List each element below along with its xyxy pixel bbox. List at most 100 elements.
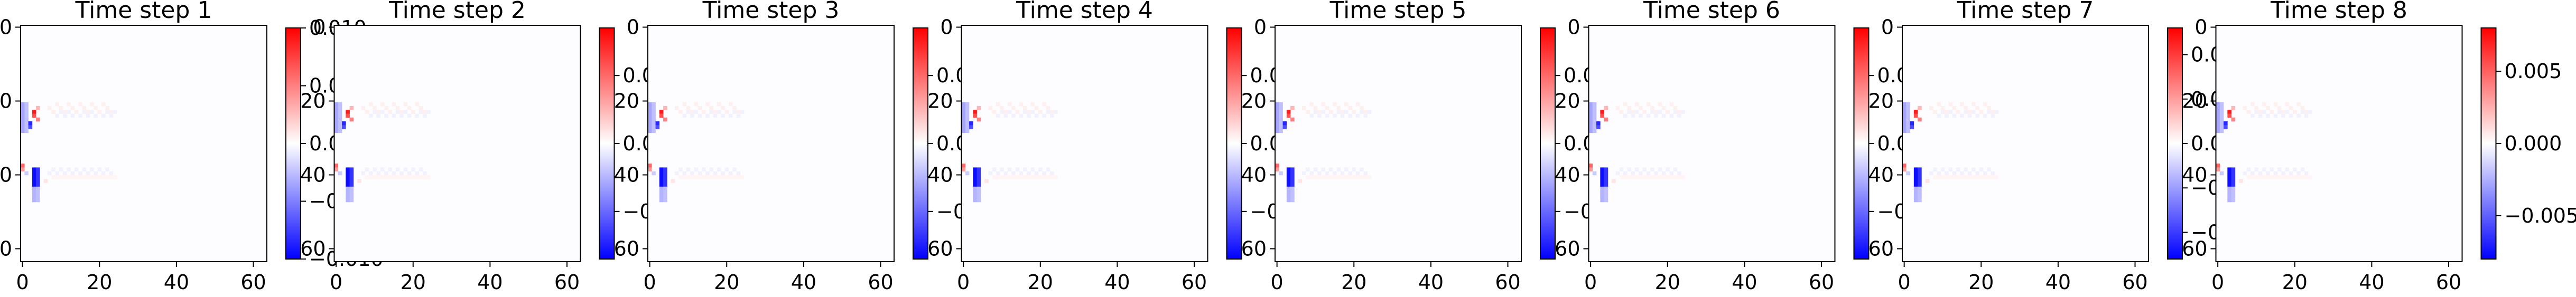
heatmap-cell [36,171,40,176]
colorbar [599,28,615,259]
heatmap-cell [977,117,981,122]
heatmap-cell [51,167,55,171]
heatmap-cell [1317,175,1322,179]
heatmap-cell [2216,113,2220,118]
heatmap-cell [973,183,977,187]
heatmap-cell [1945,110,1949,114]
heatmap-cell [1352,167,1356,171]
heatmap-cell [1286,167,1291,171]
heatmap-cell [977,198,981,203]
heatmap-cell [1952,171,1957,176]
heatmap-cell [422,171,427,176]
heatmap-cell [21,167,25,171]
x-tick-label: 60 [240,271,266,294]
heatmap-cell [682,102,687,107]
heatmap-cell [977,167,981,171]
heatmap-cell [70,106,75,110]
heatmap-cell [1639,175,1643,179]
x-tick-label: 20 [2282,271,2308,294]
heatmap-cell [349,186,354,191]
heatmap-cell [1286,175,1291,179]
heatmap-cell [21,129,25,133]
heatmap-cell [682,113,687,118]
heatmap-cell [373,106,377,110]
heatmap-cell [376,110,381,114]
heatmap-image [2216,25,2462,262]
heatmap-cell [403,167,408,171]
heatmap-cell [1049,113,1054,118]
heatmap-cell [965,171,970,176]
heatmap-cell [2219,106,2224,110]
heatmap-cell [21,164,25,168]
heatmap-cell [97,110,102,114]
heatmap-cell [1360,110,1364,114]
heatmap-cell [2285,102,2290,107]
heatmap-cell [1948,167,1952,171]
heatmap-cell [2216,102,2220,107]
heatmap-cell [94,113,98,118]
heatmap-cell [1661,171,1666,176]
heatmap-cell [365,167,369,171]
heatmap-cell [1313,175,1318,179]
heatmap-cell [67,167,71,171]
heatmap-cell [2285,167,2290,171]
heatmap-cell [1336,106,1341,110]
heatmap-cell [705,171,710,176]
heatmap-cell [376,175,381,179]
heatmap-cell [2304,171,2309,176]
heatmap-cell [1627,175,1631,179]
heatmap-cell [1279,113,1283,118]
heatmap-cell [1902,110,1907,114]
heatmap-cell [984,179,989,183]
heatmap-cell [965,102,970,107]
heatmap-cell [2300,106,2305,110]
heatmap-cell [415,113,419,118]
heatmap-cell [1003,113,1008,118]
y-tick-label: 60 [0,237,12,261]
heatmap-cell [24,106,29,110]
heatmap-cell [1275,117,1279,122]
colorbar-tick-label: 0.000 [2505,132,2562,155]
heatmap-cell [24,125,29,129]
heatmap-cell [1906,110,1910,114]
heatmap-cell [659,198,664,203]
heatmap-cell [422,175,427,179]
heatmap-cell [407,113,412,118]
heatmap-cell [2296,113,2301,118]
heatmap-cell [1658,167,1662,171]
heatmap-cell [1642,167,1647,171]
heatmap-cell [1348,113,1352,118]
heatmap-cell [338,121,342,126]
heatmap-cell [1960,113,1964,118]
heatmap-cell [338,102,342,107]
heatmap-cell [1588,121,1593,126]
heatmap-cell [2270,175,2274,179]
heatmap-image [1275,25,1521,262]
heatmap-cell [113,110,117,114]
heatmap-cell [1588,125,1593,129]
heatmap-cell [1639,113,1643,118]
heatmap-cell [1600,186,1604,191]
heatmap-cell [1275,164,1279,168]
heatmap-cell [2231,190,2236,195]
heatmap-cell [36,198,40,203]
heatmap-cell [996,102,1000,107]
heatmap-cell [407,175,412,179]
x-tick-label: 40 [477,271,503,294]
heatmap-cell [1991,175,1995,179]
heatmap-cell [694,102,698,107]
heatmap-cell [648,121,652,126]
heatmap-cell [1902,164,1907,168]
heatmap-cell [67,102,71,107]
heatmap-cell [2258,110,2263,114]
heatmap-cell [349,190,354,195]
heatmap-cell [1623,113,1628,118]
heatmap-cell [1600,194,1604,198]
heatmap-cell [338,171,342,176]
heatmap-cell [24,117,29,122]
heatmap-cell [1321,167,1325,171]
heatmap-cell [2219,121,2224,126]
heatmap-cell [78,171,82,176]
heatmap-cell [973,198,977,203]
y-tick-label: 60 [927,237,953,261]
